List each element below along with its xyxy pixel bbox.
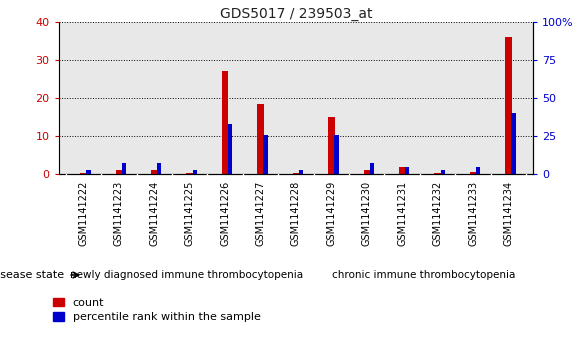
Text: GSM1141230: GSM1141230 xyxy=(362,181,372,246)
Text: disease state: disease state xyxy=(0,270,64,280)
Bar xyxy=(505,37,512,174)
Text: GSM1141233: GSM1141233 xyxy=(468,181,478,246)
Text: GSM1141226: GSM1141226 xyxy=(220,181,230,246)
Text: GSM1141232: GSM1141232 xyxy=(432,181,442,246)
Bar xyxy=(86,170,91,174)
Text: GSM1141234: GSM1141234 xyxy=(503,181,513,246)
Text: GSM1141223: GSM1141223 xyxy=(114,181,124,246)
Bar xyxy=(328,117,335,174)
Bar xyxy=(157,163,162,174)
Text: GSM1141228: GSM1141228 xyxy=(291,181,301,246)
Bar xyxy=(193,170,197,174)
Text: newly diagnosed immune thrombocytopenia: newly diagnosed immune thrombocytopenia xyxy=(70,270,303,280)
Bar xyxy=(399,167,406,174)
Bar xyxy=(257,104,264,174)
Bar xyxy=(335,135,339,174)
Text: chronic immune thrombocytopenia: chronic immune thrombocytopenia xyxy=(332,270,516,280)
Bar xyxy=(512,113,516,174)
Bar xyxy=(151,170,158,174)
Text: GSM1141229: GSM1141229 xyxy=(326,181,336,246)
Bar xyxy=(122,163,126,174)
Bar xyxy=(222,71,229,174)
Bar xyxy=(476,167,481,174)
Bar xyxy=(405,167,410,174)
Bar xyxy=(299,170,303,174)
Bar xyxy=(115,170,122,174)
Bar xyxy=(264,135,268,174)
Bar xyxy=(470,172,476,174)
Text: GSM1141231: GSM1141231 xyxy=(397,181,407,246)
Bar xyxy=(228,124,232,174)
Title: GDS5017 / 239503_at: GDS5017 / 239503_at xyxy=(220,7,372,21)
Bar xyxy=(370,163,374,174)
Text: GSM1141225: GSM1141225 xyxy=(185,181,195,246)
Text: GSM1141222: GSM1141222 xyxy=(79,181,88,246)
Legend: count, percentile rank within the sample: count, percentile rank within the sample xyxy=(53,298,261,322)
Bar xyxy=(434,173,441,174)
Text: GSM1141224: GSM1141224 xyxy=(149,181,159,246)
Bar xyxy=(80,173,87,174)
Text: GSM1141227: GSM1141227 xyxy=(255,181,265,246)
Bar xyxy=(186,173,193,174)
Bar xyxy=(441,170,445,174)
Bar xyxy=(293,173,299,174)
Bar xyxy=(363,170,370,174)
